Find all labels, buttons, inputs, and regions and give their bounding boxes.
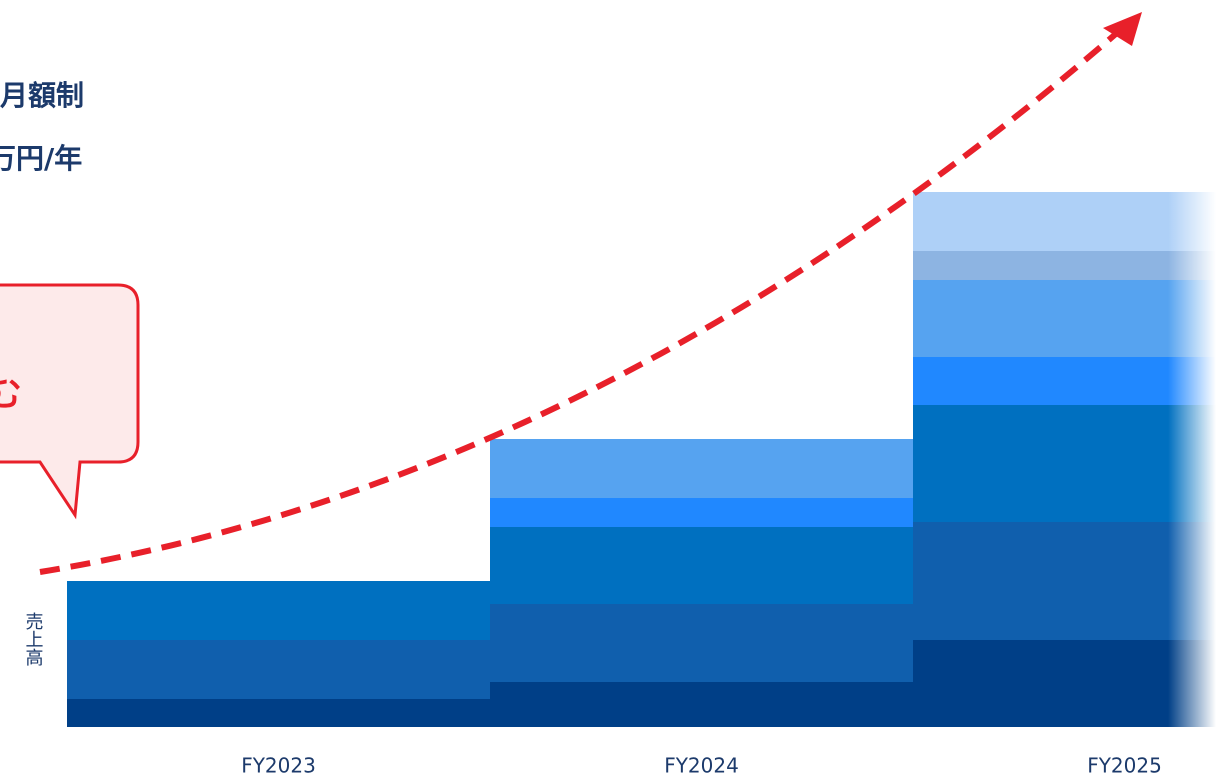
bar-segment [67,699,490,727]
arrow-head [1103,12,1142,46]
bar-segment [490,439,913,498]
bar-segment [913,192,1216,251]
bar-segment [490,527,913,604]
chart-title: 月額制 [0,79,84,112]
bar-segment [913,640,1216,727]
growth-arrow [39,29,1120,575]
bar-segment [913,280,1216,357]
bar-segment [913,405,1216,522]
y-axis-label: 売上高 [23,612,44,667]
bar-segment [490,682,913,727]
bar-segment [67,640,490,699]
bars [67,192,1216,727]
bar-segment [913,522,1216,640]
chart-subtitle: 万円/年 [0,142,82,175]
x-tick-label: FY2025 [1087,754,1162,778]
bar-segment [490,498,913,527]
bar-segment [913,251,1216,280]
bar-segment [67,581,490,640]
x-tick-label: FY2023 [241,754,316,778]
bar-segment [913,357,1216,405]
fade [1168,180,1216,740]
x-tick-label: FY2024 [664,754,739,778]
bar-segment [490,604,913,682]
bubble-text: む [0,373,22,414]
speech-bubble [0,283,140,520]
